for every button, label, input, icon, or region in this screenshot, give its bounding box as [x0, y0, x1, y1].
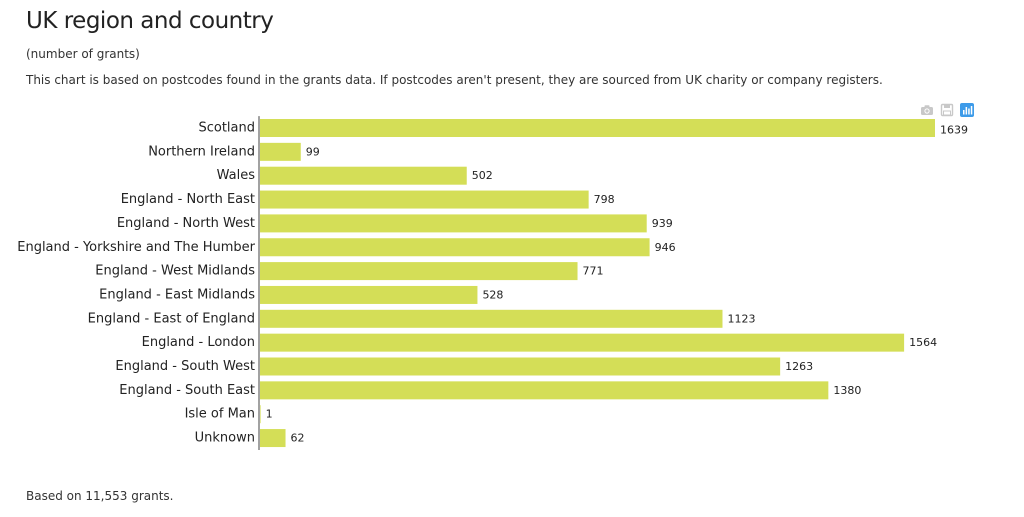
bar-england-east-midlands[interactable] [260, 285, 478, 304]
value-label-isle-of-man: 1 [266, 408, 273, 421]
bar-scotland[interactable] [260, 119, 935, 137]
bar-england-south-east[interactable] [260, 381, 829, 400]
value-label-england-yorkshire-and-the-humber: 946 [655, 241, 676, 254]
bar-northern-ireland[interactable] [260, 142, 301, 161]
bar-isle-of-man[interactable] [260, 405, 261, 424]
value-label-unknown: 62 [291, 432, 305, 445]
category-label-isle-of-man: Isle of Man [185, 407, 255, 422]
bar-england-west-midlands[interactable] [260, 262, 578, 281]
value-label-england-north-east: 798 [594, 193, 615, 206]
chart-modebar [920, 102, 974, 118]
bar-england-north-east[interactable] [260, 190, 589, 209]
bar-england-south-west[interactable] [260, 357, 781, 376]
category-label-wales: Wales [217, 168, 256, 183]
value-label-england-east-midlands: 528 [482, 288, 503, 301]
camera-icon[interactable] [920, 103, 934, 117]
bar-england-london[interactable] [260, 333, 905, 352]
plotly-logo-icon[interactable] [960, 103, 974, 117]
category-label-northern-ireland: Northern Ireland [148, 144, 255, 159]
category-label-england-north-east: England - North East [121, 192, 255, 207]
bar-england-north-west[interactable] [260, 214, 647, 233]
value-label-england-east-of-england: 1123 [727, 312, 755, 325]
category-label-england-west-midlands: England - West Midlands [95, 264, 255, 279]
chart-title: UK region and country [26, 8, 274, 34]
chart-description: This chart is based on postcodes found i… [26, 73, 883, 87]
save-icon[interactable] [940, 103, 954, 117]
bar-unknown[interactable] [260, 429, 286, 448]
value-label-england-west-midlands: 771 [583, 265, 604, 278]
value-label-england-london: 1564 [909, 336, 937, 349]
category-label-england-north-west: England - North West [117, 216, 255, 231]
category-label-england-south-west: England - South West [115, 359, 255, 374]
value-label-england-south-east: 1380 [833, 384, 861, 397]
value-label-scotland: 1639 [940, 124, 968, 137]
chart-footer-note: Based on 11,553 grants. [26, 489, 174, 503]
category-label-england-east-of-england: England - East of England [88, 311, 255, 326]
category-label-england-london: England - London [142, 335, 255, 350]
value-label-england-north-west: 939 [652, 217, 673, 230]
category-label-scotland: Scotland [198, 121, 255, 136]
category-label-england-yorkshire-and-the-humber: England - Yorkshire and The Humber [17, 240, 255, 255]
bar-wales[interactable] [260, 166, 467, 185]
category-label-england-south-east: England - South East [119, 383, 255, 398]
chart-subtitle: (number of grants) [26, 47, 140, 61]
bar-england-yorkshire-and-the-humber[interactable] [260, 238, 650, 257]
category-label-england-east-midlands: England - East Midlands [99, 287, 255, 302]
value-label-northern-ireland: 99 [306, 145, 320, 158]
value-label-england-south-west: 1263 [785, 360, 813, 373]
bar-england-east-of-england[interactable] [260, 309, 723, 328]
category-label-unknown: Unknown [195, 431, 255, 446]
value-label-wales: 502 [472, 169, 493, 182]
